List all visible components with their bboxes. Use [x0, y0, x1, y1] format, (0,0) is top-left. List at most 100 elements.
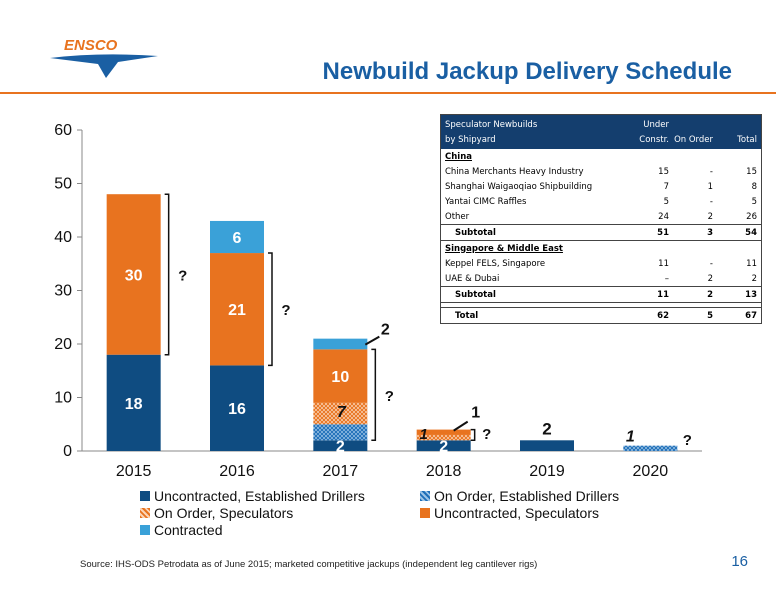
table-row: China Merchants Heavy Industry 15 - 15: [441, 164, 761, 179]
x-tick-label: 2018: [426, 463, 462, 480]
x-tick-label: 2020: [633, 463, 669, 480]
legend-label: On Order, Established Drillers: [434, 488, 620, 504]
table-cell: 54: [745, 227, 757, 238]
question-mark: ?: [281, 302, 290, 319]
y-tick-label: 60: [54, 122, 72, 139]
legend-label: Uncontracted, Established Drillers: [154, 488, 365, 504]
bar-segment: [210, 365, 264, 451]
header-col0b: by Shipyard: [445, 134, 496, 145]
table-cell: Subtotal: [455, 227, 496, 238]
bar-segment: [313, 440, 368, 451]
table-cell: –: [664, 273, 669, 284]
data-label: 30: [125, 267, 143, 284]
source-note: Source: IHS-ODS Petrodata as of June 201…: [80, 559, 538, 570]
table-cell: Shanghai Waigaoqiao Shipbuilding: [445, 181, 593, 192]
table-cell: 62: [657, 310, 669, 321]
bracket: [164, 193, 170, 356]
bar-segment: [210, 220, 264, 254]
table-cell: 11: [657, 289, 669, 300]
table-cell: 7: [663, 181, 669, 192]
data-label: 21: [228, 302, 246, 319]
table-cell: Subtotal: [455, 289, 496, 300]
data-label: 16: [228, 401, 246, 418]
y-tick-label: 20: [54, 336, 72, 353]
bar-segment: [313, 424, 368, 441]
bar-segment: [416, 440, 471, 451]
question-mark: ?: [683, 432, 692, 449]
table-cell: 2: [707, 211, 713, 222]
table-cell: 2: [707, 273, 713, 284]
legend-swatch: [420, 508, 430, 518]
header-col2: On Order: [674, 134, 713, 145]
data-label: 2: [439, 439, 448, 456]
y-tick-label: 0: [63, 443, 72, 460]
bracket: [470, 428, 476, 442]
question-mark: ?: [385, 388, 394, 405]
question-mark: ?: [178, 267, 187, 284]
header-col3: Total: [737, 134, 757, 145]
table-row: Other 24 2 26: [441, 209, 761, 224]
table-cell: 15: [746, 166, 757, 177]
y-tick-label: 40: [54, 229, 72, 246]
header-col1b: Constr.: [639, 134, 669, 145]
table-cell: 11: [658, 258, 669, 269]
table-cell: 5: [663, 196, 669, 207]
table-cell: Total: [455, 310, 479, 321]
legend-swatch: [140, 508, 150, 518]
data-label: 6: [233, 230, 242, 247]
callout-label: 1: [471, 405, 480, 422]
table-section-heading: China: [441, 149, 761, 164]
table-cell: 2: [707, 289, 713, 300]
table-cell: Singapore & Middle East: [445, 243, 563, 254]
data-label: 2: [336, 439, 345, 456]
callout-label: 1: [419, 426, 427, 443]
table-cell: 1: [707, 181, 713, 192]
x-tick-label: 2017: [323, 463, 359, 480]
table-total-row: Total 62 5 67: [441, 307, 761, 323]
table-header: Speculator Newbuilds Under by Shipyard C…: [441, 115, 761, 149]
legend-swatch: [420, 491, 430, 501]
table-row: Keppel FELS, Singapore 11 - 11: [441, 256, 761, 271]
table-cell: -: [709, 196, 713, 207]
table-cell: Keppel FELS, Singapore: [445, 258, 546, 269]
y-tick-label: 10: [54, 390, 72, 407]
bar-segment: [313, 402, 368, 425]
table-cell: China: [445, 151, 472, 162]
header-col0a: Speculator Newbuilds: [445, 119, 538, 130]
y-tick-label: 50: [54, 176, 72, 193]
legend-item: On Order, Speculators: [140, 505, 293, 521]
data-label: 10: [331, 369, 349, 386]
bar-segment: [623, 445, 678, 451]
table-cell: 5: [751, 196, 757, 207]
legend-swatch: [140, 525, 150, 535]
bar-segment: [106, 354, 161, 451]
legend-item: Uncontracted, Established Drillers: [140, 488, 365, 504]
legend-swatch: [140, 491, 150, 501]
bar-segment: [520, 440, 574, 451]
legend-item: On Order, Established Drillers: [420, 488, 619, 504]
bar-segment: [416, 434, 471, 441]
table-cell: 15: [658, 166, 669, 177]
x-tick-label: 2015: [116, 463, 152, 480]
callout-leader: [453, 420, 469, 432]
table-cell: China Merchants Heavy Industry: [445, 166, 584, 177]
table-cell: 11: [746, 258, 757, 269]
table-row: Yantai CIMC Raffles 5 - 5: [441, 194, 761, 209]
callout-leader: [364, 335, 380, 346]
table-cell: -: [709, 166, 713, 177]
table-cell: 2: [751, 273, 757, 284]
logo-text: ENSCO: [64, 37, 118, 54]
legend-label: Contracted: [154, 522, 223, 538]
table-cell: 51: [657, 227, 669, 238]
callout-label: 7: [337, 404, 347, 421]
data-label: 2: [542, 419, 551, 438]
legend-label: Uncontracted, Speculators: [434, 505, 599, 521]
y-tick-label: 30: [54, 283, 72, 300]
callout-label: 2: [381, 322, 390, 339]
page-title: Newbuild Jackup Delivery Schedule: [322, 58, 732, 85]
table-body: China China Merchants Heavy Industry 15-15…: [441, 149, 761, 323]
table-cell: UAE & Dubai: [445, 273, 500, 284]
table-cell: Other: [445, 211, 470, 222]
ensco-logo: ENSCO: [50, 36, 160, 82]
